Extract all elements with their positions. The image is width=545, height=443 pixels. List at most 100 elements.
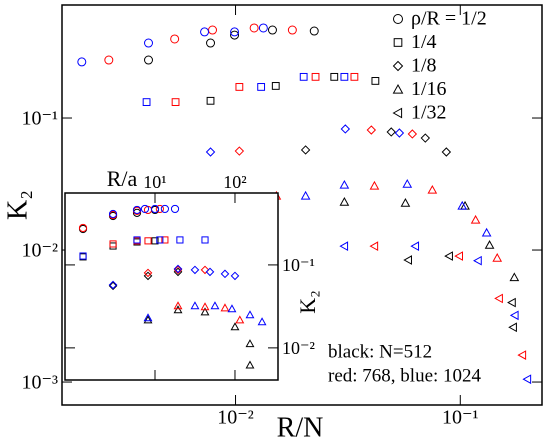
legend-marker: [393, 38, 403, 47]
legend-label: 1/16: [411, 78, 447, 100]
data-point: [271, 82, 280, 90]
x-axis-label: R/a: [107, 166, 138, 191]
data-point: [366, 125, 377, 135]
data-point: [492, 252, 503, 262]
data-point: [444, 251, 453, 261]
data-point: [508, 322, 517, 333]
data-point: [300, 145, 311, 155]
data-point: [394, 128, 405, 138]
data-point: [201, 236, 209, 244]
data-point: [205, 267, 215, 277]
data-point: [267, 25, 277, 35]
data-point: [230, 271, 240, 281]
y-axis-label: K₂: [295, 290, 320, 314]
data-point: [386, 127, 396, 137]
data-point: [441, 147, 452, 157]
data-point: [156, 236, 164, 244]
data-point: [190, 265, 200, 275]
data-point: [108, 281, 118, 291]
y-tick-label: 10⁻²: [282, 338, 315, 358]
data-point: [517, 350, 527, 360]
y-tick-label: 10⁻³: [21, 372, 58, 394]
data-point: [339, 179, 350, 189]
x-tick-label: 10⁻²: [217, 407, 254, 429]
data-point: [79, 252, 87, 260]
inset-background: [65, 193, 278, 380]
data-point: [230, 30, 240, 40]
data-point: [200, 302, 210, 311]
data-point: [206, 96, 215, 105]
data-point: [140, 204, 150, 214]
data-point: [150, 204, 160, 214]
x-tick-label: 10⁻¹: [442, 407, 479, 429]
data-point: [339, 196, 350, 206]
data-point: [339, 241, 349, 251]
data-point: [170, 34, 180, 44]
data-point: [176, 236, 184, 244]
data-point: [330, 72, 339, 81]
data-point: [484, 240, 495, 249]
data-point: [170, 204, 180, 214]
data-point: [133, 236, 141, 244]
data-point: [104, 55, 114, 65]
legend-marker: [393, 14, 403, 24]
data-point: [220, 303, 230, 312]
data-point: [160, 204, 169, 214]
data-point: [230, 27, 240, 37]
data-point: [144, 237, 152, 245]
data-point: [78, 223, 88, 233]
data-point: [258, 23, 268, 33]
data-point: [210, 301, 220, 310]
data-point: [173, 301, 183, 310]
data-point: [161, 236, 169, 244]
data-point: [300, 190, 311, 200]
legend-marker: [392, 107, 403, 119]
data-point: [200, 27, 210, 37]
legend-marker: [392, 83, 404, 94]
data-point: [340, 72, 349, 81]
legend-label: 1/32: [411, 102, 447, 124]
data-point: [457, 200, 468, 210]
data-point: [400, 198, 411, 207]
data-point: [132, 205, 142, 215]
data-point: [144, 38, 154, 48]
data-point: [200, 307, 210, 316]
data-point: [173, 264, 183, 274]
data-point: [173, 305, 183, 314]
legend-label: 1/8: [411, 55, 437, 77]
data-point: [220, 269, 230, 279]
data-point: [522, 374, 532, 385]
plot-frame: [61, 4, 543, 406]
data-point: [190, 301, 200, 310]
data-point: [245, 310, 255, 319]
data-point: [420, 133, 431, 143]
data-point: [200, 265, 210, 275]
legend-label: ρ/R = 1/2: [411, 8, 487, 30]
plot-frame: [64, 192, 279, 381]
data-point: [249, 23, 259, 33]
legend-label: 1/4: [411, 31, 437, 53]
data-point: [473, 255, 482, 266]
data-point: [350, 72, 359, 81]
x-tick-label: 10²: [223, 172, 246, 192]
y-tick-label: 10⁻¹: [282, 255, 315, 275]
x-tick-label: 10¹: [143, 172, 166, 192]
data-point: [410, 241, 420, 251]
y-tick-label: 10⁻¹: [21, 108, 58, 130]
data-point: [132, 208, 142, 217]
data-point: [171, 98, 180, 107]
data-point: [206, 38, 216, 48]
data-point: [108, 280, 118, 290]
data-point: [142, 98, 151, 107]
data-point: [143, 268, 153, 278]
data-point: [407, 129, 418, 139]
data-point: [287, 25, 297, 35]
data-point: [143, 315, 153, 324]
data-point: [235, 315, 245, 324]
data-point: [245, 339, 255, 348]
annotation: red: 768, blue: 1024: [328, 365, 482, 386]
data-point: [371, 77, 380, 85]
data-point: [234, 146, 245, 156]
